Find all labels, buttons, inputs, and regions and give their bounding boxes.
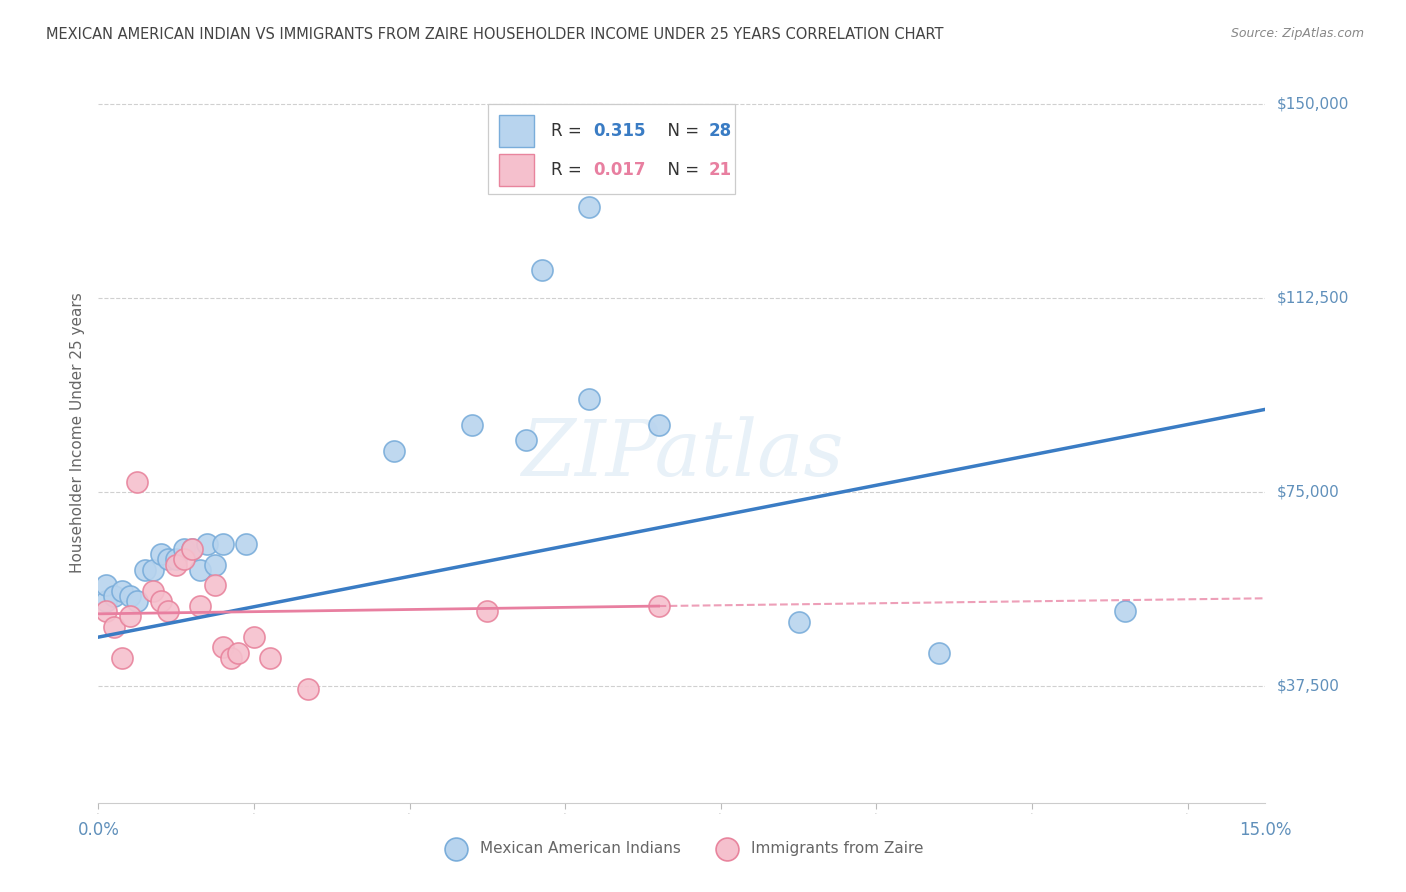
Text: N =: N = bbox=[657, 161, 704, 179]
Point bbox=[127, 475, 149, 489]
Text: $37,500: $37,500 bbox=[1277, 679, 1340, 694]
Legend: Mexican American Indians, Immigrants from Zaire: Mexican American Indians, Immigrants fro… bbox=[434, 835, 929, 862]
Text: $75,000: $75,000 bbox=[1277, 484, 1340, 500]
Point bbox=[118, 609, 141, 624]
Point bbox=[96, 578, 118, 592]
Point bbox=[96, 604, 118, 618]
Point bbox=[180, 542, 202, 557]
Point bbox=[149, 594, 172, 608]
Point bbox=[165, 558, 187, 572]
Point bbox=[103, 620, 125, 634]
Point bbox=[1114, 604, 1136, 618]
Point bbox=[118, 589, 141, 603]
Point bbox=[204, 558, 226, 572]
Point bbox=[647, 417, 669, 432]
Text: Source: ZipAtlas.com: Source: ZipAtlas.com bbox=[1230, 27, 1364, 40]
Point bbox=[111, 583, 134, 598]
Text: 28: 28 bbox=[709, 122, 731, 140]
Point bbox=[235, 537, 257, 551]
Point bbox=[578, 201, 600, 215]
Point bbox=[219, 650, 242, 665]
Point bbox=[243, 630, 266, 644]
Text: MEXICAN AMERICAN INDIAN VS IMMIGRANTS FROM ZAIRE HOUSEHOLDER INCOME UNDER 25 YEA: MEXICAN AMERICAN INDIAN VS IMMIGRANTS FR… bbox=[46, 27, 943, 42]
Point bbox=[212, 537, 235, 551]
Text: 0.315: 0.315 bbox=[593, 122, 645, 140]
Point bbox=[142, 583, 165, 598]
Point bbox=[173, 542, 195, 557]
Point bbox=[382, 443, 405, 458]
Point bbox=[96, 594, 118, 608]
Point bbox=[157, 552, 180, 566]
Text: 0.0%: 0.0% bbox=[77, 821, 120, 838]
Point bbox=[204, 578, 226, 592]
Point bbox=[578, 392, 600, 406]
Text: $112,500: $112,500 bbox=[1277, 291, 1350, 305]
Point bbox=[103, 589, 125, 603]
Point bbox=[142, 563, 165, 577]
Point bbox=[173, 552, 195, 566]
Point bbox=[165, 552, 187, 566]
Text: 21: 21 bbox=[709, 161, 731, 179]
Text: ZIPatlas: ZIPatlas bbox=[520, 417, 844, 493]
Text: 15.0%: 15.0% bbox=[1239, 821, 1292, 838]
Point bbox=[461, 417, 484, 432]
Point bbox=[515, 434, 537, 448]
Point bbox=[134, 563, 156, 577]
Point bbox=[149, 547, 172, 561]
Text: $150,000: $150,000 bbox=[1277, 96, 1350, 112]
Point bbox=[259, 650, 281, 665]
Point bbox=[928, 646, 950, 660]
Point bbox=[297, 681, 319, 696]
Point bbox=[477, 604, 499, 618]
Point bbox=[188, 563, 211, 577]
Text: N =: N = bbox=[657, 122, 704, 140]
Text: R =: R = bbox=[551, 122, 588, 140]
Text: 0.017: 0.017 bbox=[593, 161, 645, 179]
Point bbox=[787, 615, 810, 629]
Point bbox=[127, 594, 149, 608]
Point bbox=[157, 604, 180, 618]
Point bbox=[530, 262, 553, 277]
Point bbox=[212, 640, 235, 655]
Point bbox=[195, 537, 218, 551]
Point bbox=[188, 599, 211, 613]
Y-axis label: Householder Income Under 25 years: Householder Income Under 25 years bbox=[69, 293, 84, 573]
Point bbox=[228, 646, 250, 660]
Point bbox=[111, 650, 134, 665]
Point bbox=[647, 599, 669, 613]
Text: R =: R = bbox=[551, 161, 588, 179]
Point bbox=[180, 542, 202, 557]
